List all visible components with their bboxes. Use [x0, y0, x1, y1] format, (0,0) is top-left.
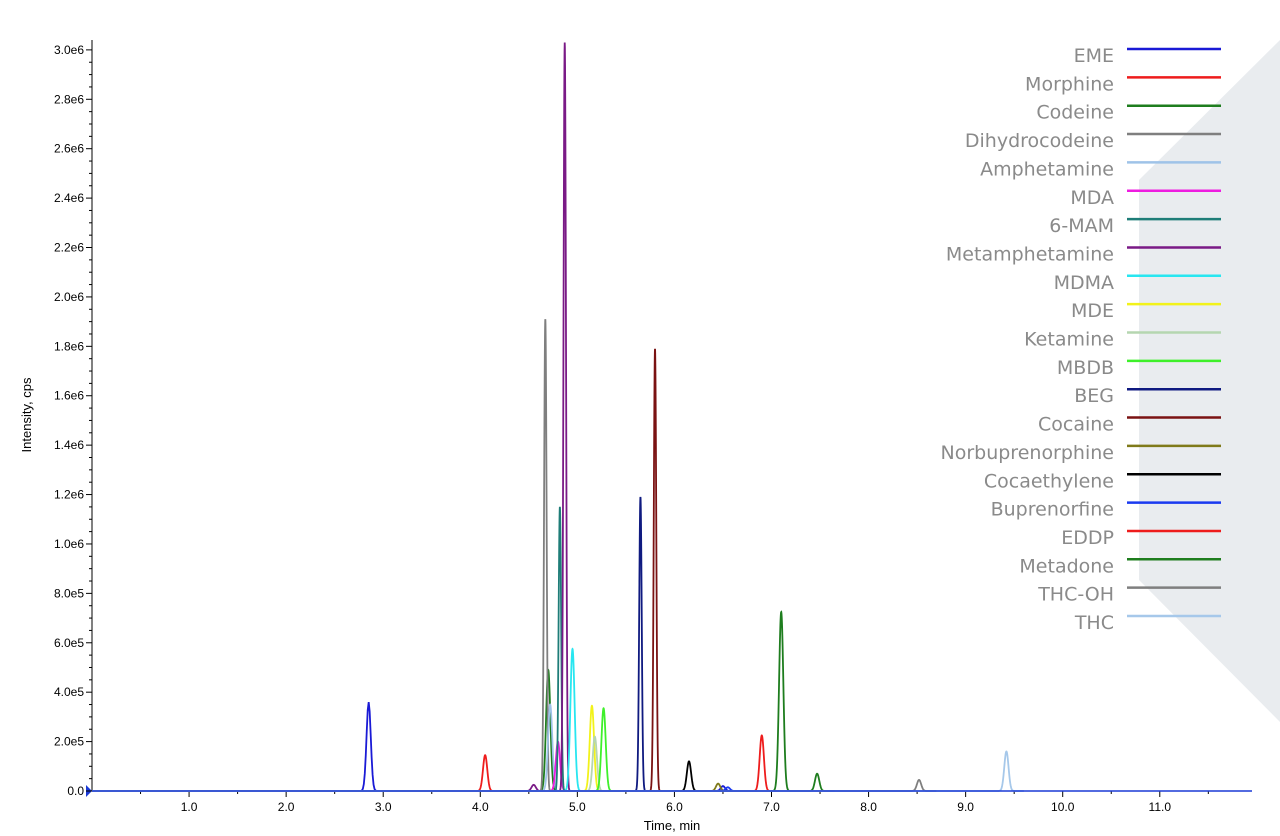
trace-amphetamine	[92, 703, 568, 792]
y-tick-label: 8.0e5	[54, 586, 84, 600]
y-tick-label: 2.4e6	[54, 191, 84, 205]
y-tick-label: 1.0e6	[54, 537, 84, 551]
legend-label-cocaethylene: Cocaethylene	[984, 470, 1114, 492]
legend-label-codeine: Codeine	[1036, 102, 1114, 124]
legend-label-mde: MDE	[1071, 300, 1114, 322]
y-tick-label: 2.0e6	[54, 290, 84, 304]
legend: EME Morphine Codeine Dihydrocodeine Amphetam…	[941, 45, 1221, 634]
y-tick-label: 3.0e6	[54, 43, 84, 57]
legend-label-cocaine: Cocaine	[1038, 414, 1114, 436]
trace-cocaethylene	[92, 760, 707, 792]
y-tick-label: 2.8e6	[54, 92, 84, 106]
y-tick-label: 2.6e6	[54, 142, 84, 156]
legend-label-mdma: MDMA	[1054, 272, 1114, 294]
legend-label-buprenorfine: Buprenorfine	[991, 499, 1114, 521]
legend-label-morphine: Morphine	[1025, 73, 1114, 95]
y-tick-label: 0.0	[67, 784, 84, 798]
y-tick-label: 2.2e6	[54, 241, 84, 255]
trace-norbuprenorphine	[92, 782, 736, 792]
background-decoration	[1139, 40, 1280, 722]
trace-mdma	[92, 647, 590, 792]
legend-label-ketamine: Ketamine	[1024, 329, 1114, 351]
x-axis-title: Time, min	[644, 818, 701, 833]
legend-label-norbuprenorphine: Norbuprenorphine	[941, 442, 1115, 464]
axes: 1.0 2.0 3.0 4.0 5.0 6.0 7.0 8.0 9.0 10.0 11.0 0.0 2.…	[54, 40, 1252, 814]
legend-label-metadone: Metadone	[1019, 555, 1114, 577]
traces	[92, 42, 1252, 792]
legend-label-mbdb: MBDB	[1057, 357, 1114, 379]
x-tick-label: 11.0	[1149, 800, 1172, 814]
trace-metamphetamine	[92, 42, 583, 792]
legend-label-beg: BEG	[1074, 385, 1114, 407]
x-tick-label: 3.0	[375, 800, 392, 814]
y-axis-title: Intensity, cps	[19, 377, 34, 452]
legend-label-eddp: EDDP	[1061, 527, 1114, 549]
x-tick-label: 2.0	[278, 800, 295, 814]
trace-codeine	[92, 668, 566, 792]
legend-label-thc-oh: THC-OH	[1037, 584, 1114, 606]
trace-dihydrocodeine	[92, 319, 563, 792]
legend-label-mda: MDA	[1070, 187, 1114, 209]
y-tick-label: 1.6e6	[54, 389, 84, 403]
x-tick-label: 7.0	[763, 800, 780, 814]
trace-metadone	[92, 610, 835, 792]
x-tick-label: 9.0	[957, 800, 974, 814]
y-tick-label: 2.0e5	[54, 735, 84, 749]
y-tick-label: 1.4e6	[54, 438, 84, 452]
trace-morphine	[92, 754, 503, 792]
legend-label-metamphetamine: Metamphetamine	[946, 243, 1114, 265]
x-tick-label: 6.0	[666, 800, 683, 814]
trace-eddp	[92, 734, 780, 792]
x-tick-label: 8.0	[860, 800, 877, 814]
trace-mda	[92, 740, 576, 792]
x-tick-label: 1.0	[181, 800, 198, 814]
trace-ketamine	[92, 735, 613, 792]
trace-cocaine	[92, 348, 673, 792]
legend-label-6-mam: 6-MAM	[1049, 215, 1114, 237]
x-tick-label: 5.0	[569, 800, 586, 814]
y-tick-label: 4.0e5	[54, 685, 84, 699]
legend-label-thc: THC	[1074, 612, 1114, 634]
x-tick-label: 4.0	[472, 800, 489, 814]
trace-mde	[92, 704, 610, 792]
legend-label-amphetamine: Amphetamine	[980, 158, 1114, 180]
trace-beg	[92, 496, 658, 792]
x-tick-label: 10.0	[1051, 800, 1075, 814]
y-tick-label: 1.8e6	[54, 339, 84, 353]
legend-label-dihydrocodeine: Dihydrocodeine	[965, 130, 1114, 152]
y-tick-label: 6.0e5	[54, 636, 84, 650]
trace-6-mam	[92, 506, 578, 792]
y-tick-label: 1.2e6	[54, 488, 84, 502]
trace-thc-oh	[92, 778, 937, 792]
legend-label-eme: EME	[1074, 45, 1114, 67]
